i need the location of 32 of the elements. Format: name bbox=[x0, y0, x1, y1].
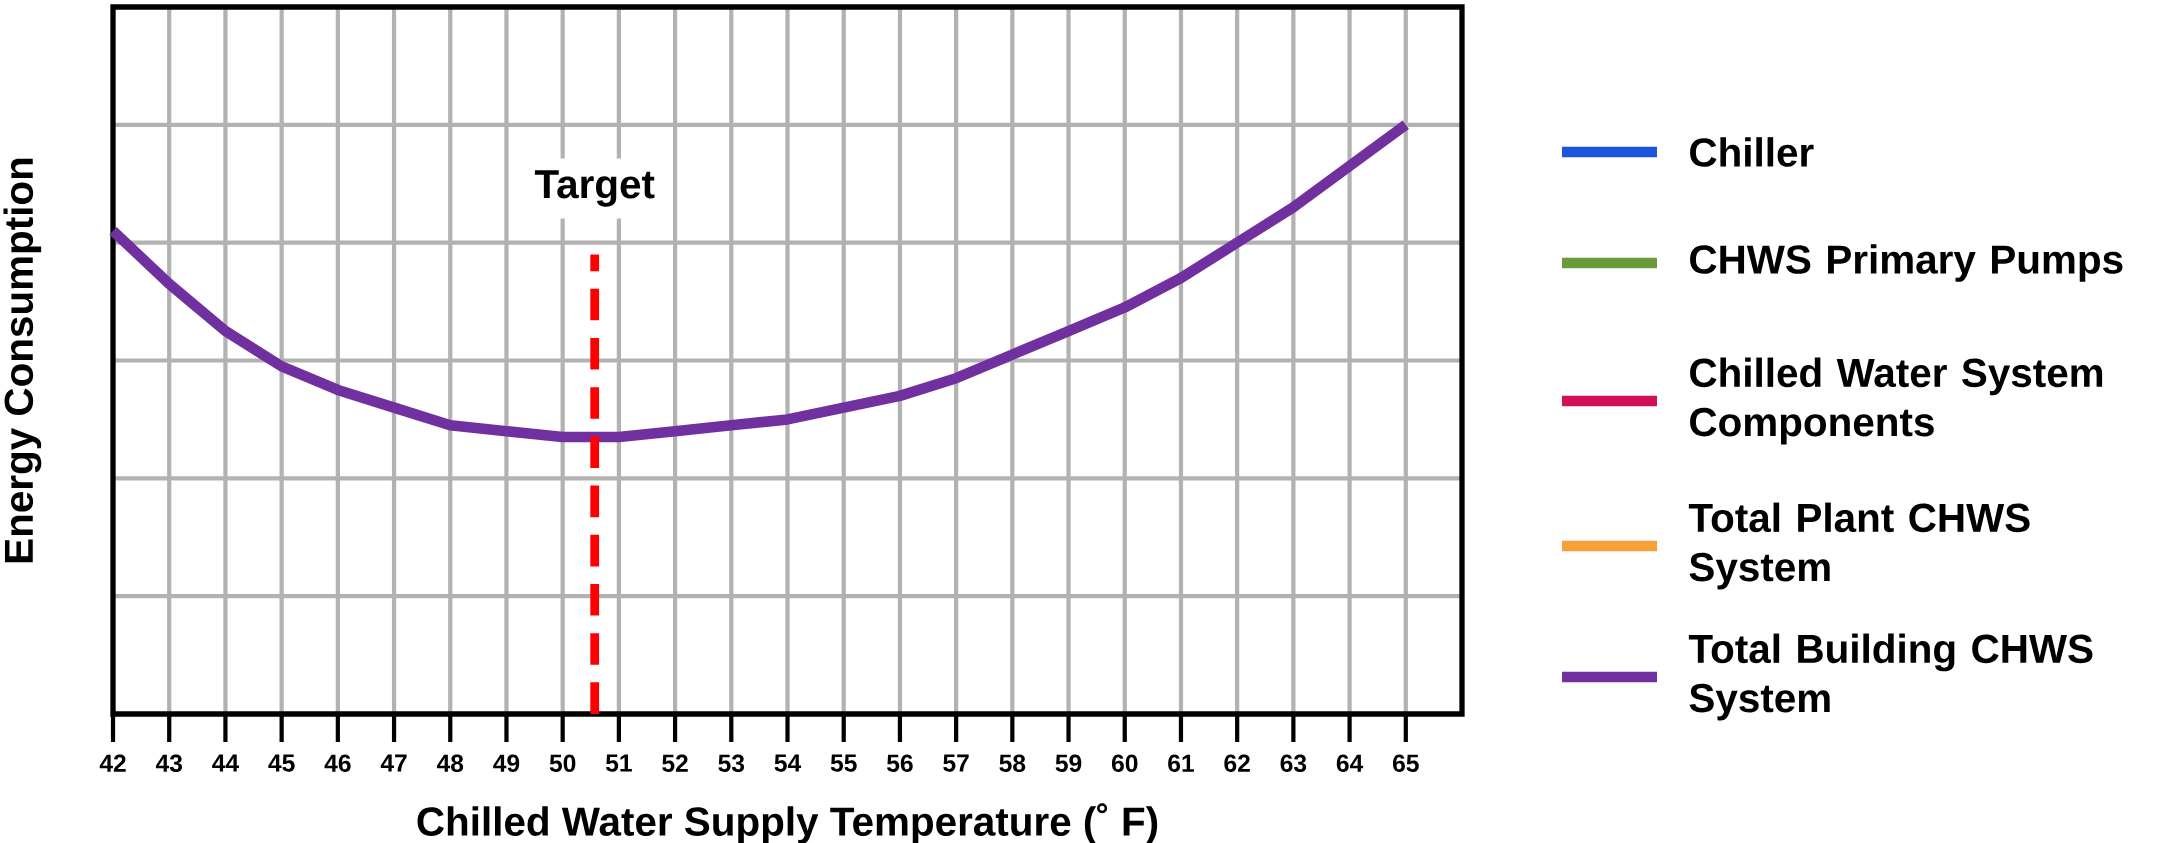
x-tick-label: 48 bbox=[436, 754, 464, 772]
x-tick-label: 55 bbox=[830, 754, 857, 772]
x-tick-label: 59 bbox=[1055, 754, 1082, 772]
x-tick-label: 56 bbox=[887, 754, 913, 772]
x-tick-label: 43 bbox=[155, 754, 183, 772]
x-tick-label: 42 bbox=[99, 754, 126, 772]
legend-label: CHWS Primary Pumps bbox=[1690, 244, 2123, 282]
x-tick-label: 52 bbox=[662, 754, 688, 772]
x-tick-label: 53 bbox=[718, 754, 745, 772]
x-tick-label: 50 bbox=[549, 754, 576, 772]
legend-label: Chiller bbox=[1690, 137, 1814, 167]
x-axis-title: Chilled Water Supply Temperature (˚ F) bbox=[417, 803, 1158, 843]
x-tick-label: 64 bbox=[1336, 754, 1364, 772]
x-tick-label: 58 bbox=[999, 754, 1026, 772]
x-tick-label: 61 bbox=[1168, 754, 1194, 772]
x-tick-label: 54 bbox=[774, 754, 802, 772]
x-tick-label: 65 bbox=[1392, 754, 1419, 772]
x-tick-label: 62 bbox=[1224, 754, 1250, 772]
x-tick-label: 49 bbox=[493, 754, 520, 772]
x-tick-label: 63 bbox=[1280, 754, 1307, 772]
x-tick-label: 51 bbox=[605, 754, 632, 772]
x-tick-label: 46 bbox=[324, 754, 351, 772]
x-tick-label: 60 bbox=[1111, 754, 1138, 772]
x-tick-label: 45 bbox=[268, 754, 295, 772]
legend-label: Total Plant CHWS System bbox=[1688, 502, 2030, 590]
x-tick-label: 57 bbox=[943, 754, 969, 772]
x-tick-label: 44 bbox=[212, 754, 239, 772]
legend-label: Chilled Water System Components bbox=[1690, 357, 2103, 445]
ref-line-label: Target bbox=[534, 170, 655, 207]
legend-label: Total Building CHWS System bbox=[1688, 633, 2093, 721]
y-axis-title: Energy Consumption bbox=[3, 158, 42, 563]
x-tick-label: 47 bbox=[380, 754, 407, 772]
